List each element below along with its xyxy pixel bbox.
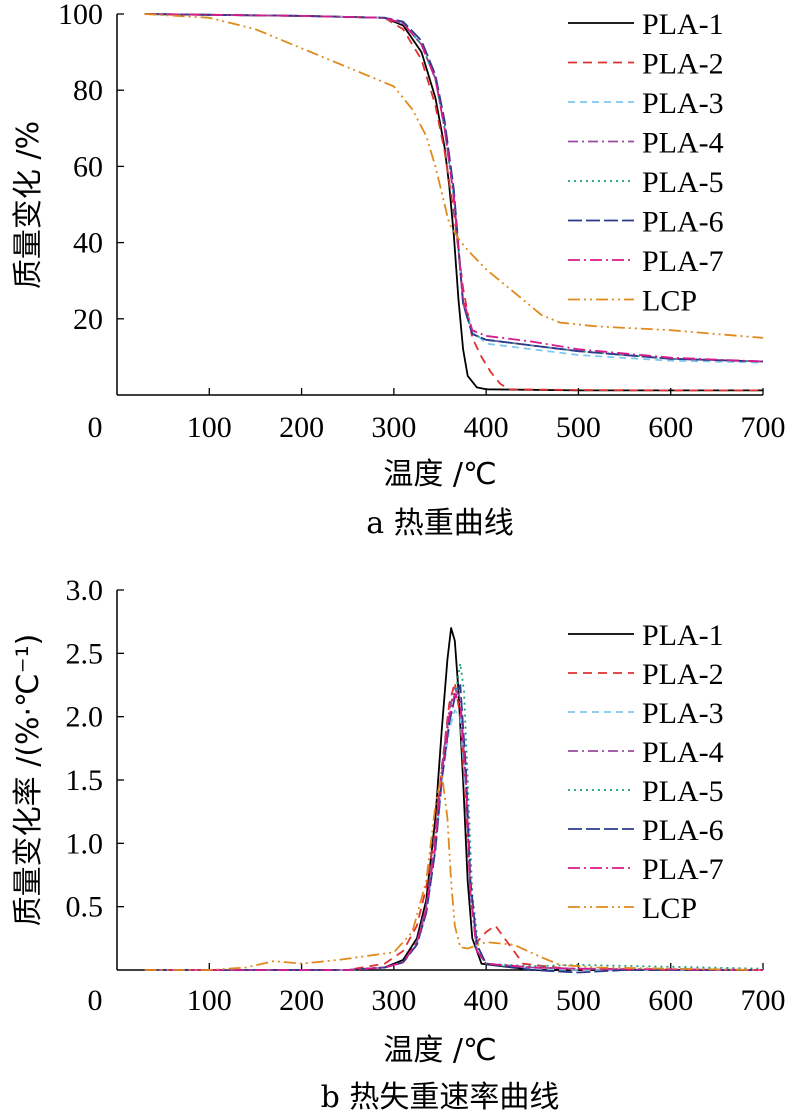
y-tick-label: 80 xyxy=(73,74,103,107)
chart-a-tick-marks xyxy=(117,13,764,395)
legend-label-lcp: LCP xyxy=(642,285,697,318)
series-line-pla-2 xyxy=(144,681,763,971)
y-tick-label: 3.0 xyxy=(66,574,104,607)
chart-a-series xyxy=(144,13,764,392)
y-tick-label: 2.5 xyxy=(66,637,104,670)
chart-a-ylabel: 质量变化 /% xyxy=(11,121,46,289)
x-tick-label: 400 xyxy=(464,984,509,1017)
legend-label-pla-5: PLA-5 xyxy=(642,775,724,808)
series-line-pla-1 xyxy=(144,627,763,971)
x-tick-label: 500 xyxy=(556,411,601,444)
legend-label-pla-2: PLA-2 xyxy=(642,48,724,81)
x-tick-label: 400 xyxy=(464,411,509,444)
x-tick-label: 100 xyxy=(187,984,232,1017)
x-tick-label: 0 xyxy=(88,984,103,1017)
chart-a-legend: PLA-1 PLA-2 PLA-3 PLA-4 PLA-5 PLA-6 PLA-7 LCP xyxy=(568,8,724,318)
legend-label-pla-1: PLA-1 xyxy=(642,619,724,652)
legend-label-pla-1: PLA-1 xyxy=(642,8,724,41)
series-line-lcp xyxy=(144,13,764,339)
x-tick-label: 100 xyxy=(187,411,232,444)
series-line-pla-6 xyxy=(144,13,764,363)
x-tick-label: 200 xyxy=(279,984,324,1017)
chart-a-axes xyxy=(116,14,763,396)
legend-label-pla-6: PLA-6 xyxy=(642,206,724,239)
chart-b-ylabel: 质量变化率 /(%·℃⁻¹) xyxy=(11,634,46,927)
chart-b-series xyxy=(144,627,764,974)
legend-label-pla-3: PLA-3 xyxy=(642,87,724,120)
y-tick-label: 20 xyxy=(73,303,103,336)
legend-label-pla-3: PLA-3 xyxy=(642,697,724,730)
x-tick-label: 700 xyxy=(741,411,786,444)
x-tick-label: 200 xyxy=(279,411,324,444)
chart-a-caption: a 热重曲线 xyxy=(366,506,513,541)
chart-b-legend: PLA-1 PLA-2 PLA-3 PLA-4 PLA-5 PLA-6 PLA-7 LCP xyxy=(568,619,724,925)
x-tick-label: 700 xyxy=(741,984,786,1017)
legend-label-lcp: LCP xyxy=(642,892,697,925)
x-tick-label: 600 xyxy=(648,411,693,444)
legend-label-pla-7: PLA-7 xyxy=(642,245,724,278)
chart-b: 0 100 200 300 400 500 600 700 0.5 1.0 1.5 2.0 2.5 3.0… xyxy=(11,574,786,1115)
y-tick-label: 1.5 xyxy=(66,764,104,797)
y-tick-label: 0.5 xyxy=(66,891,104,924)
chart-a-tick-labels: 0 100 200 300 400 500 600 700 20 40 60 80 100 xyxy=(58,0,786,444)
series-line-lcp xyxy=(144,772,764,971)
chart-b-xlabel: 温度 /℃ xyxy=(383,1033,496,1068)
legend-label-pla-7: PLA-7 xyxy=(642,853,724,886)
legend-label-pla-4: PLA-4 xyxy=(642,736,724,769)
series-line-pla-3 xyxy=(144,13,764,364)
x-tick-label: 500 xyxy=(556,984,601,1017)
x-tick-label: 600 xyxy=(648,984,693,1017)
legend-label-pla-6: PLA-6 xyxy=(642,814,724,847)
y-tick-label: 100 xyxy=(58,0,103,31)
y-tick-label: 2.0 xyxy=(66,701,104,734)
legend-label-pla-5: PLA-5 xyxy=(642,166,724,199)
x-tick-label: 0 xyxy=(88,411,103,444)
legend-label-pla-4: PLA-4 xyxy=(642,127,724,160)
y-tick-label: 1.0 xyxy=(66,827,104,860)
series-line-pla-7 xyxy=(144,693,764,971)
chart-b-caption: b 热失重速率曲线 xyxy=(321,1080,560,1115)
legend-label-pla-2: PLA-2 xyxy=(642,658,724,691)
y-tick-label: 40 xyxy=(73,227,103,260)
chart-b-tick-labels: 0 100 200 300 400 500 600 700 0.5 1.0 1.5 2.0 2.5 3.0 xyxy=(66,574,786,1017)
y-tick-label: 60 xyxy=(73,150,103,183)
x-tick-label: 300 xyxy=(371,984,416,1017)
chart-a-xlabel: 温度 /℃ xyxy=(383,457,496,492)
x-tick-label: 300 xyxy=(371,411,416,444)
series-line-pla-7 xyxy=(144,13,764,363)
